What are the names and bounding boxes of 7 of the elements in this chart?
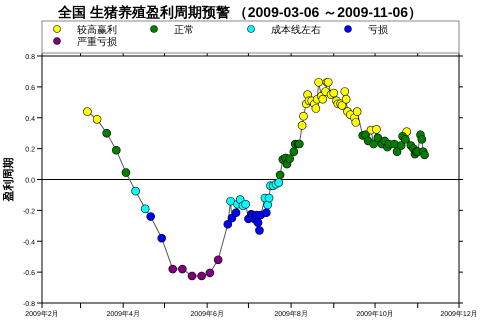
legend-label: 亏损 (368, 24, 388, 36)
legend-label: 较高赢利 (77, 24, 117, 36)
chart-title: 全国 生猪养殖盈利周期预警 （2009-03-06 ～2009-11-06） (56, 4, 422, 20)
y-axis-title: 盈利周期 (2, 158, 15, 202)
legend-label: 严重亏损 (77, 36, 117, 48)
legend-label: 成本线左右 (271, 24, 321, 36)
legend-label: 正常 (174, 24, 194, 36)
